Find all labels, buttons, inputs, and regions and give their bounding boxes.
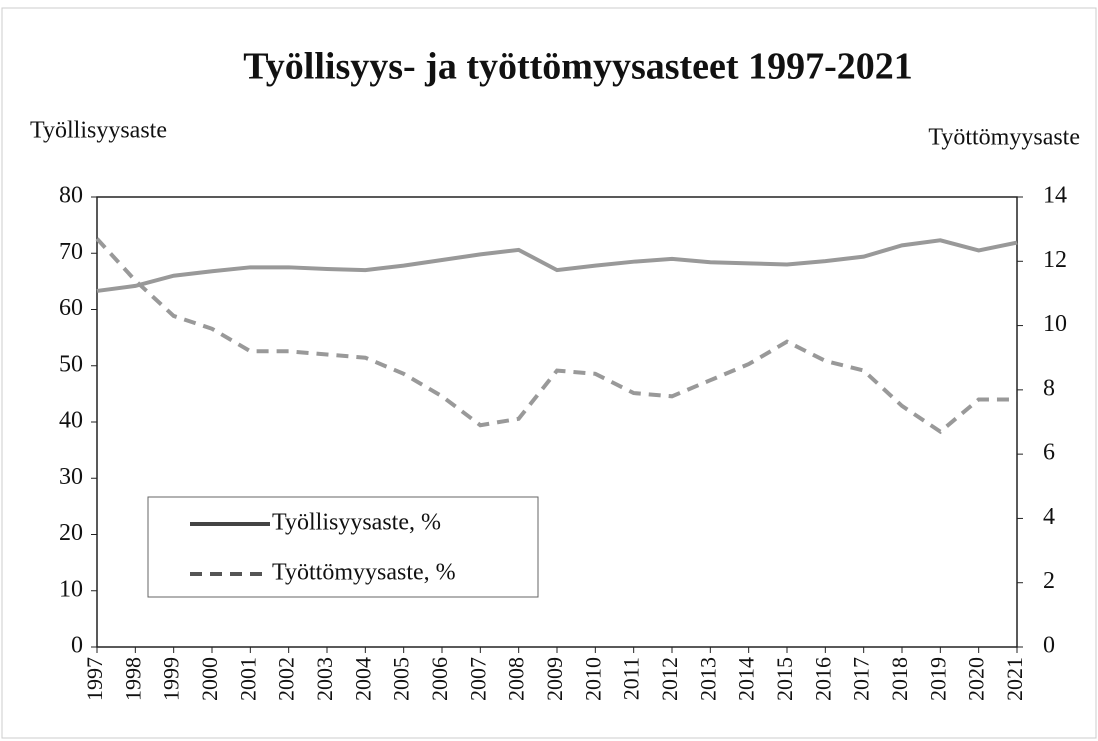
x-tick-label: 2020 [964, 657, 989, 701]
series-line [96, 238, 1018, 293]
y2-tick-label: 12 [1043, 247, 1067, 273]
x-tick-label: 2016 [810, 657, 835, 701]
y-tick-label: 40 [59, 408, 83, 434]
x-tick-label: 2019 [925, 657, 950, 701]
x-tick-label: 2008 [504, 657, 529, 701]
x-tick-label: 2014 [734, 657, 759, 701]
x-tick-label: 2001 [235, 657, 260, 701]
x-tick-label: 1997 [82, 657, 107, 701]
x-tick-label: 2000 [197, 657, 222, 701]
x-tick-label: 1998 [120, 657, 145, 701]
y-tick-label: 80 [59, 183, 83, 209]
legend-label: Työllisyysaste, % [272, 510, 441, 536]
y2-tick-label: 6 [1043, 440, 1055, 466]
y2-axis-label: Työttömyysaste [928, 125, 1080, 151]
y-tick-label: 20 [59, 520, 83, 546]
x-tick-label: 2011 [619, 657, 644, 700]
y2-tick-label: 0 [1043, 633, 1055, 659]
x-tick-label: 2009 [542, 657, 567, 701]
chart-title: Työllisyys- ja työttömyysasteet 1997-202… [243, 46, 912, 88]
x-tick-label: 2004 [350, 657, 375, 701]
frame [1, 7, 1097, 739]
y2-tick-label: 10 [1043, 311, 1067, 337]
y-tick-label: 30 [59, 464, 83, 490]
x-tick-label: 2018 [887, 657, 912, 701]
y-tick-label: 0 [71, 633, 83, 659]
x-tick-label: 1999 [159, 657, 184, 701]
x-tick-label: 2012 [657, 657, 682, 701]
y-axis-label: Työllisyysaste [30, 118, 167, 144]
y2-tick-label: 2 [1043, 568, 1055, 594]
legend-label: Työttömyysaste, % [272, 560, 456, 586]
y2-tick-label: 14 [1043, 183, 1067, 209]
x-tick-label: 2015 [772, 657, 797, 701]
x-tick-label: 2010 [580, 657, 605, 701]
y-tick-label: 10 [59, 576, 83, 602]
series-line [95, 237, 1017, 435]
x-tick-label: 2006 [427, 657, 452, 701]
x-tick-label: 2007 [465, 657, 490, 701]
y-tick-label: 50 [59, 351, 83, 377]
x-tick-label: 2005 [389, 657, 414, 701]
legend-box [147, 496, 539, 598]
x-tick-label: 2003 [312, 657, 337, 701]
y-tick-label: 70 [59, 239, 83, 265]
x-tick-label: 2013 [695, 657, 720, 701]
x-tick-label: 2002 [274, 657, 299, 701]
y-tick-label: 60 [59, 295, 83, 321]
x-tick-label: 2017 [849, 657, 874, 701]
y2-tick-label: 8 [1043, 375, 1055, 401]
x-tick-label: 2021 [1002, 657, 1027, 701]
y2-tick-label: 4 [1043, 504, 1055, 530]
